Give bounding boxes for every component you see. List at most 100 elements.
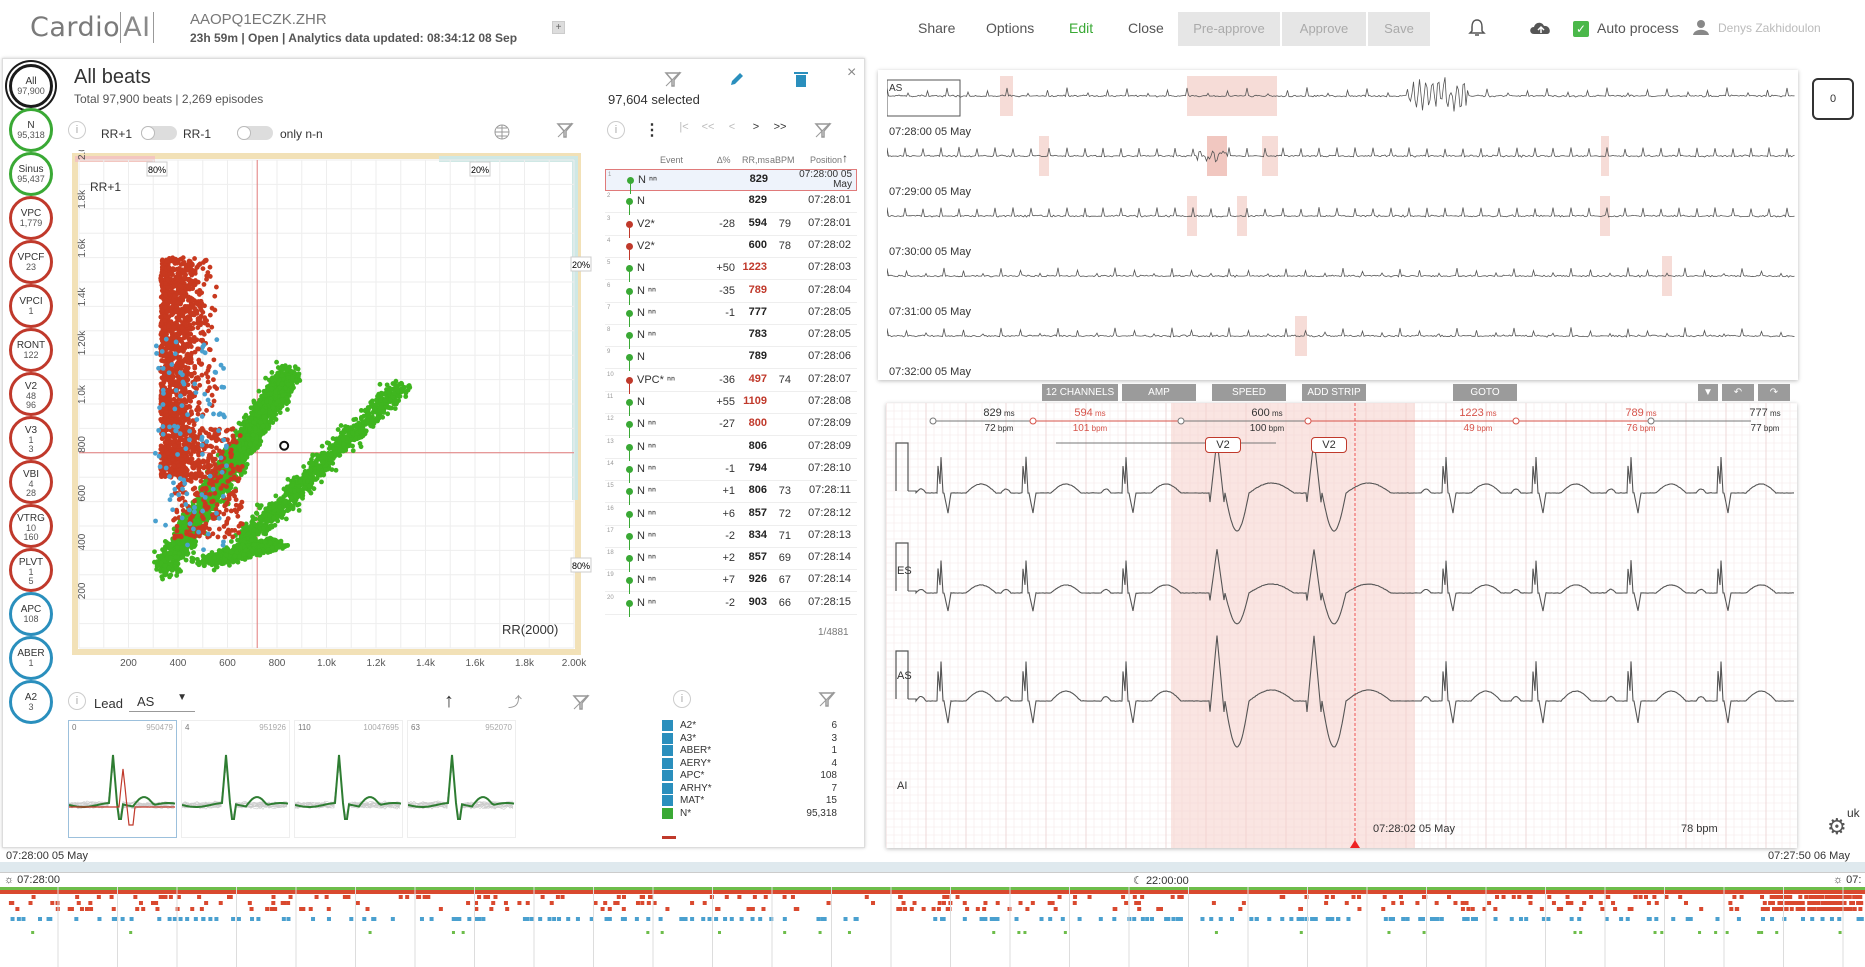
category-all[interactable]: All 97,900 (9, 64, 53, 108)
merge-icon[interactable]: ⤴ (508, 694, 522, 710)
v2-annotation[interactable]: V2 (1311, 437, 1347, 453)
category-sinus[interactable]: Sinus 95,437 (9, 152, 53, 196)
category-v2[interactable]: V2 48 96 (9, 372, 53, 416)
legend-item[interactable]: MAT* 15 (662, 795, 837, 807)
sort-up-icon[interactable]: ↑ (842, 151, 848, 165)
event-row[interactable]: 10 VPC* ⁿⁿ -36 497 74 07:28:07 (605, 370, 857, 394)
event-row[interactable]: 4 V2* 600 78 07:28:02 (605, 236, 857, 260)
next-fast-icon[interactable]: >> (773, 121, 787, 133)
event-row[interactable]: 11 N +55 1109 07:28:08 (605, 392, 857, 416)
category-v3[interactable]: V3 1 3 (9, 416, 53, 460)
info-icon[interactable]: i (673, 690, 691, 708)
template-card[interactable]: 63 952070 (407, 720, 516, 838)
event-row[interactable]: 2 N 829 07:28:01 (605, 191, 857, 216)
template-card[interactable]: 110 10047695 (294, 720, 403, 838)
event-row[interactable]: 5 N +50 1223 07:28:03 (605, 258, 857, 283)
legend-item[interactable]: APC* 108 (662, 770, 837, 782)
info-icon[interactable]: i (607, 121, 625, 139)
category-ront[interactable]: RONT 122 (9, 328, 53, 372)
info-icon[interactable]: i (68, 121, 86, 139)
legend-item[interactable]: AERY* 4 (662, 757, 837, 770)
filter-off-icon[interactable] (818, 690, 836, 708)
save-button[interactable]: Save (1368, 12, 1430, 46)
undo-icon[interactable]: ↶ (1722, 384, 1754, 401)
event-row[interactable]: 16 N ⁿⁿ +6 857 72 07:28:12 (605, 504, 857, 528)
timeline-chart[interactable] (0, 887, 1865, 967)
bell-icon[interactable] (1468, 18, 1486, 38)
category-vpc[interactable]: VPC 1,779 (9, 196, 53, 240)
more-icon[interactable]: ⋮ (644, 122, 660, 139)
filter-off-icon[interactable] (572, 693, 590, 711)
category-vtrg[interactable]: VTRG 10 160 (9, 504, 53, 548)
rr-toggle[interactable] (141, 126, 177, 140)
timeline-scrollbar[interactable] (0, 862, 1865, 872)
lang-label[interactable]: uk (1847, 806, 1860, 820)
nn-toggle[interactable] (237, 126, 273, 140)
approve-button[interactable]: Approve (1282, 12, 1366, 46)
event-row[interactable]: 9 N 789 07:28:06 (605, 347, 857, 372)
close-button[interactable]: Close (1128, 20, 1164, 36)
globe-icon[interactable] (493, 123, 511, 141)
next-icon[interactable]: > (752, 121, 760, 133)
event-row[interactable]: 15 N ⁿⁿ +1 806 73 07:28:11 (605, 481, 857, 506)
user-icon[interactable] (1692, 18, 1710, 36)
redo-icon[interactable]: ↷ (1758, 384, 1790, 401)
legend-item[interactable]: A3* 3 (662, 732, 837, 745)
lead-select[interactable]: AS ▼ (129, 688, 195, 712)
pager-controls[interactable]: |< << < > >> (672, 121, 792, 133)
category-apc[interactable]: APC 108 (9, 592, 53, 636)
trash-icon[interactable] (793, 70, 809, 88)
event-row[interactable]: 7 N ⁿⁿ -1 777 07:28:05 (605, 303, 857, 327)
add-strip-button[interactable]: ADD STRIP (1302, 384, 1366, 401)
overview-strips[interactable] (887, 76, 1797, 376)
auto-process-checkbox[interactable]: ✓ (1573, 21, 1589, 37)
legend-item[interactable]: N* 95,318 (662, 807, 837, 820)
event-row[interactable]: 12 N ⁿⁿ -27 800 07:28:09 (605, 414, 857, 439)
event-row[interactable]: 18 N ⁿⁿ +2 857 69 07:28:14 (605, 548, 857, 573)
category-aber[interactable]: ABER 1 (9, 636, 53, 680)
category-plvt[interactable]: PLVT 1 5 (9, 548, 53, 592)
event-row[interactable]: 17 N ⁿⁿ -2 834 71 07:28:13 (605, 526, 857, 550)
template-card[interactable]: 0 950479 (68, 720, 177, 838)
event-row[interactable]: 13 N ⁿⁿ 806 07:28:09 (605, 437, 857, 461)
prev-icon[interactable]: < (728, 121, 736, 133)
arrow-up-icon[interactable]: ↑ (444, 690, 454, 712)
edit-button[interactable]: Edit (1069, 20, 1094, 36)
goto-button[interactable]: GOTO (1453, 384, 1517, 401)
scatter-plot[interactable]: 200 400 600 800 1.0k 1.2k 1.4k 1.6k 1.8k 2.00k 200… (67, 150, 594, 670)
v2-annotation[interactable]: V2 (1205, 437, 1241, 453)
share-button[interactable]: Share (918, 20, 956, 36)
ecg-detail[interactable] (886, 403, 1797, 848)
close-icon[interactable]: × (847, 64, 857, 81)
dropdown-icon[interactable]: ▼ (1698, 384, 1718, 401)
event-row[interactable]: 14 N ⁿⁿ -1 794 07:28:10 (605, 459, 857, 483)
12-channels-button[interactable]: 12 CHANNELS (1042, 384, 1118, 401)
prev-fast-icon[interactable]: << (701, 121, 715, 133)
pencil-icon[interactable] (728, 70, 746, 88)
filter-off-icon[interactable] (814, 121, 832, 139)
category-vpcf[interactable]: VPCF 23 (9, 240, 53, 284)
strip-counter[interactable]: 0 (1812, 78, 1854, 120)
event-row[interactable]: 1 N ⁿⁿ 829 07:28:00 05 May (605, 169, 857, 194)
event-row[interactable]: 3 V2* -28 594 79 07:28:01 (605, 214, 857, 238)
filter-off-icon[interactable] (664, 70, 682, 88)
category-vpci[interactable]: VPCI 1 (9, 284, 53, 328)
event-row[interactable]: 20 N ⁿⁿ -2 903 66 07:28:15 (605, 593, 857, 617)
event-row[interactable]: 6 N ⁿⁿ -35 789 07:28:04 (605, 281, 857, 305)
cloud-upload-icon[interactable] (1528, 18, 1554, 38)
category-n[interactable]: N 95,318 (9, 108, 53, 152)
category-vbi[interactable]: VBI 4 28 (9, 460, 53, 504)
event-row[interactable]: 19 N ⁿⁿ +7 926 67 07:28:14 (605, 570, 857, 595)
options-button[interactable]: Options (986, 20, 1035, 36)
info-icon[interactable]: i (68, 692, 86, 710)
user-name[interactable]: Denys Zakhidoulon (1718, 21, 1821, 35)
legend-item[interactable]: ABER* 1 (662, 745, 837, 757)
filter-off-icon[interactable] (556, 121, 574, 139)
amp-button[interactable]: AMP (1122, 384, 1196, 401)
app-logo[interactable]: Cardio AI (30, 12, 154, 43)
event-row[interactable]: 8 N ⁿⁿ 783 07:28:05 (605, 325, 857, 350)
legend-item[interactable]: ARHY* 7 (662, 782, 837, 795)
expand-button[interactable]: + (552, 21, 565, 34)
speed-button[interactable]: SPEED (1212, 384, 1286, 401)
legend-item[interactable]: A2* 6 (662, 720, 837, 732)
